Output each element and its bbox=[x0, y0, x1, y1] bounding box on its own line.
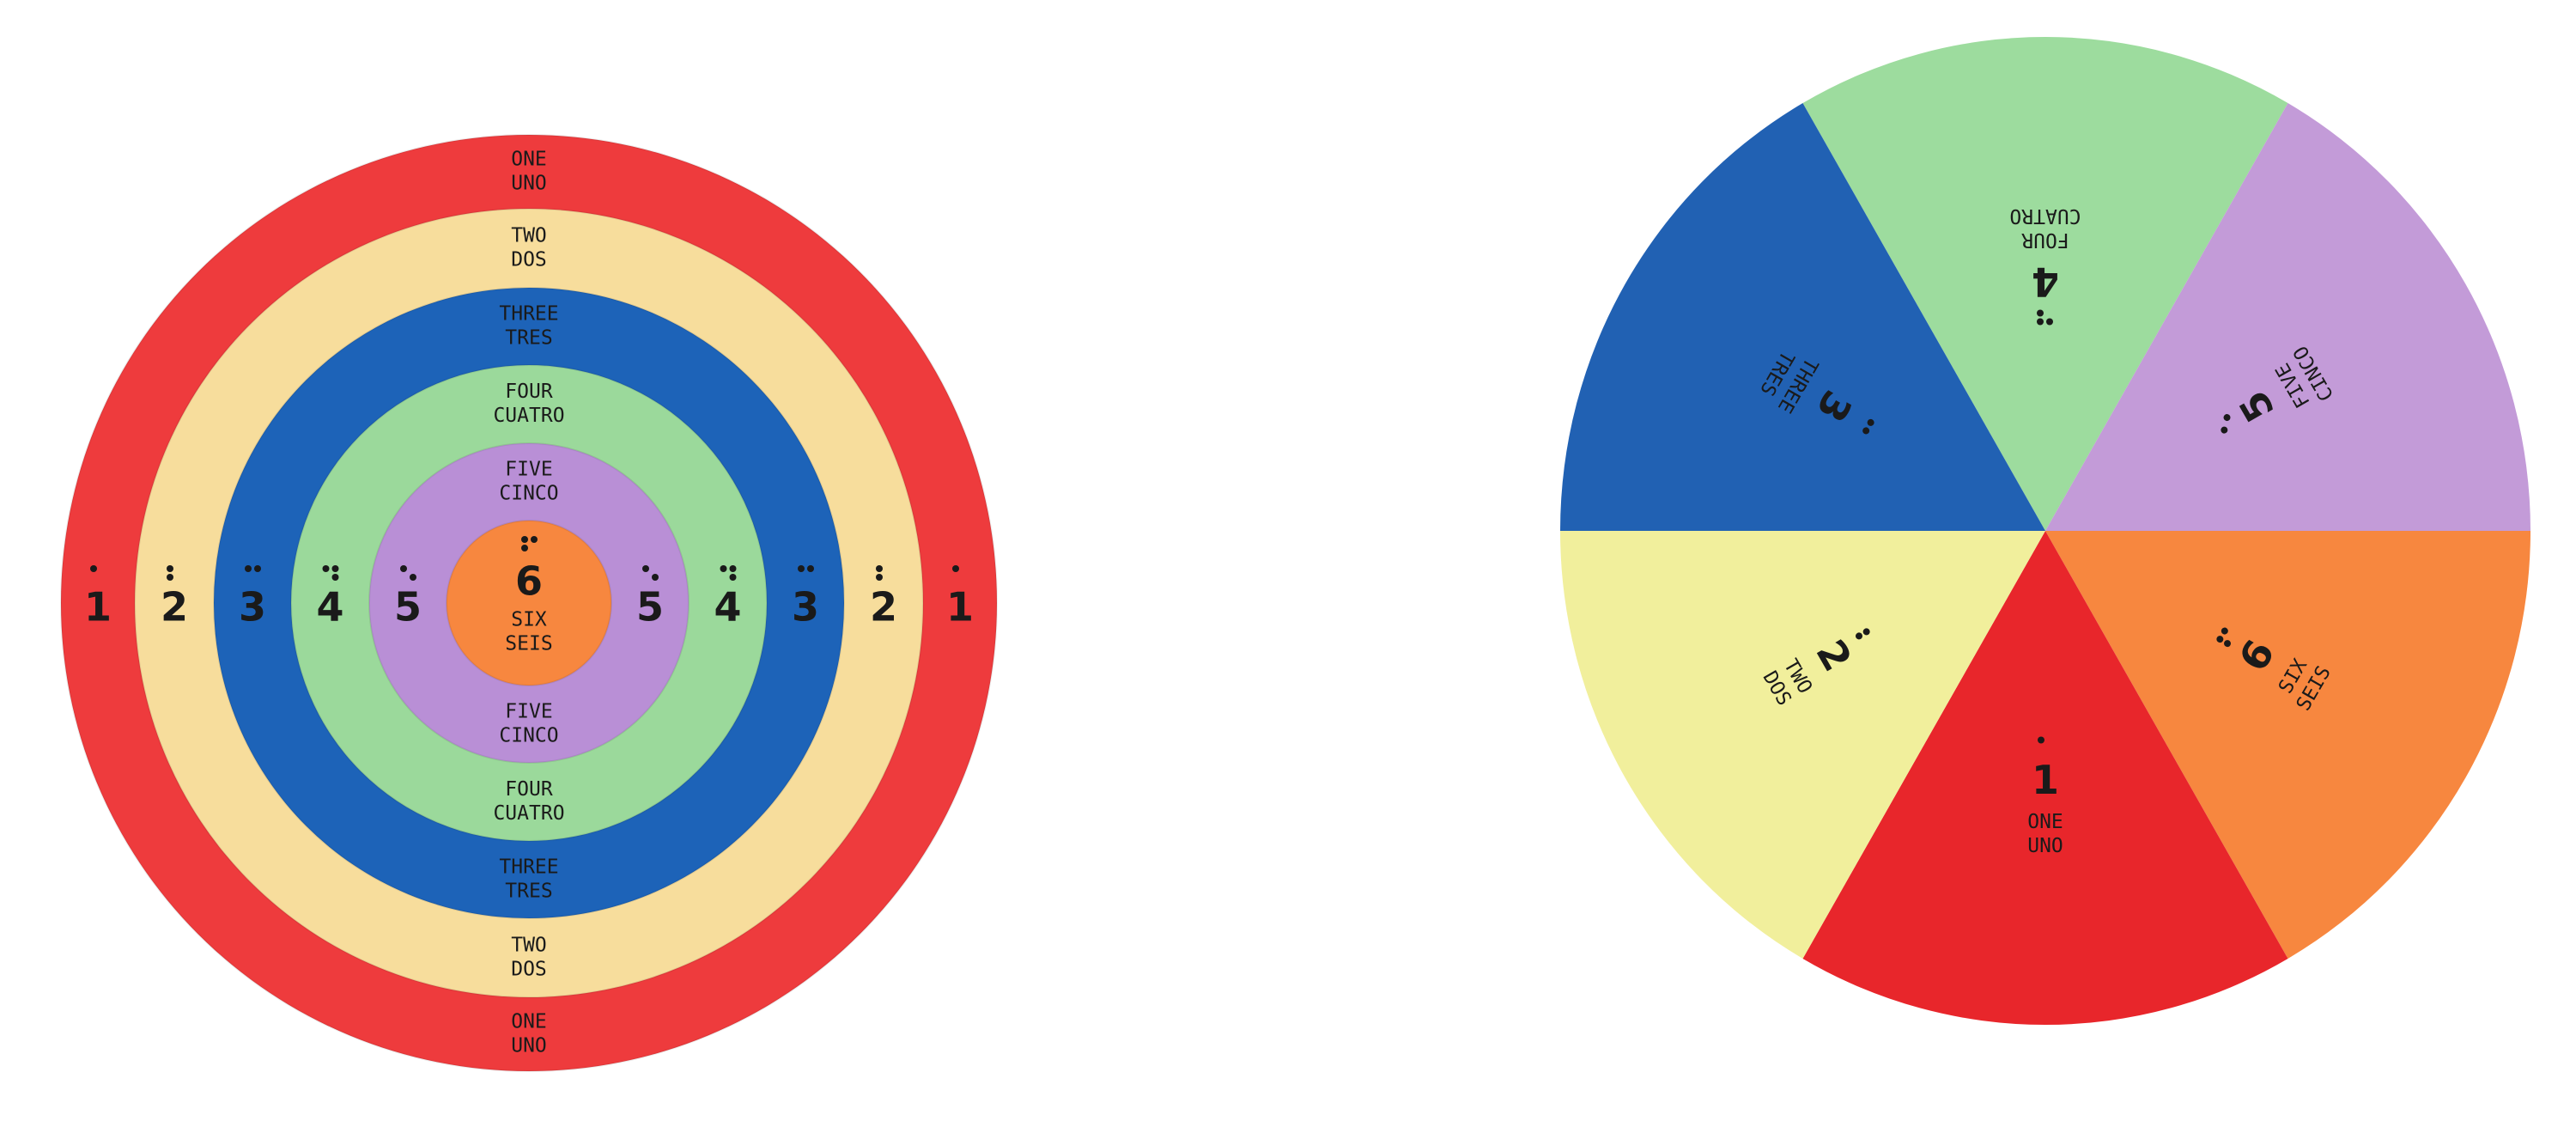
ring-label-en: TWO bbox=[511, 225, 547, 247]
ring-number: 4 bbox=[316, 584, 343, 631]
ring-label-es: CUATRO bbox=[493, 405, 564, 427]
sector bbox=[1560, 103, 2045, 531]
braille-dot bbox=[254, 565, 261, 572]
ring-number: 3 bbox=[239, 584, 266, 631]
sector-label-en: FOUR bbox=[2021, 228, 2069, 251]
ring-number: 2 bbox=[870, 584, 897, 631]
ring-number: 4 bbox=[714, 584, 741, 631]
braille-dot bbox=[2221, 426, 2228, 434]
braille-dot bbox=[876, 574, 883, 581]
braille-dot bbox=[521, 545, 528, 551]
ring-label-en: FOUR bbox=[505, 778, 553, 801]
ring-number: 2 bbox=[161, 584, 188, 631]
ring-label-en: ONE bbox=[511, 1011, 547, 1033]
sector-label-en: ONE bbox=[2027, 811, 2063, 833]
ring-label-en: FIVE bbox=[505, 459, 552, 481]
braille-dot bbox=[798, 565, 805, 572]
ring-number: 5 bbox=[636, 584, 664, 631]
ring-label-es: TRES bbox=[505, 880, 552, 903]
sector bbox=[2045, 531, 2530, 959]
braille-dot bbox=[1862, 427, 1870, 435]
braille-dot bbox=[2223, 414, 2231, 422]
ring-label-es: CINCO bbox=[499, 725, 558, 747]
braille-dot bbox=[331, 574, 339, 581]
ring-label-es: TRES bbox=[505, 327, 552, 350]
sector-label-es: CUATRO bbox=[2009, 204, 2081, 227]
braille-dot bbox=[876, 565, 883, 572]
ring-label-es: SEIS bbox=[505, 633, 552, 655]
braille-dot bbox=[167, 574, 173, 581]
ring-label-es: CUATRO bbox=[493, 802, 564, 825]
ring-number: 3 bbox=[792, 584, 819, 631]
ring bbox=[446, 520, 612, 686]
braille-dot bbox=[1855, 632, 1862, 640]
braille-dot bbox=[720, 565, 727, 572]
ring-label-es: UNO bbox=[511, 1035, 547, 1057]
braille-dot bbox=[642, 565, 649, 572]
braille-dot bbox=[2224, 640, 2232, 648]
sector bbox=[1560, 531, 2045, 959]
ring-label-es: UNO bbox=[511, 173, 547, 195]
braille-dot bbox=[90, 565, 97, 572]
braille-dot bbox=[729, 574, 737, 581]
ring-number: 1 bbox=[84, 584, 112, 631]
sector-label-es: UNO bbox=[2027, 835, 2063, 857]
ring-label-en: ONE bbox=[511, 149, 547, 171]
ring-label-en: FIVE bbox=[505, 701, 552, 723]
ring-number: 6 bbox=[515, 558, 543, 605]
braille-dot bbox=[729, 565, 737, 572]
ring-label-es: DOS bbox=[511, 249, 547, 271]
ring-number: 1 bbox=[946, 584, 974, 631]
ring-label-en: TWO bbox=[511, 935, 547, 957]
ring-label-en: THREE bbox=[499, 303, 558, 326]
braille-dot bbox=[1862, 628, 1870, 636]
sector bbox=[2045, 103, 2530, 531]
sector bbox=[1802, 37, 2288, 532]
sector-number: 1 bbox=[2032, 757, 2059, 803]
ring-label-es: CINCO bbox=[499, 483, 558, 505]
braille-dot bbox=[2046, 318, 2053, 326]
braille-dot bbox=[2221, 627, 2228, 635]
braille-dot bbox=[2037, 309, 2044, 317]
braille-dot bbox=[1867, 418, 1874, 426]
sector-number: 4 bbox=[2032, 259, 2059, 305]
braille-dot bbox=[331, 565, 339, 572]
ring-number: 5 bbox=[394, 584, 422, 631]
ring-label-en: FOUR bbox=[505, 381, 553, 403]
braille-dot bbox=[245, 565, 252, 572]
braille-dot bbox=[2037, 318, 2044, 326]
braille-dot bbox=[2038, 736, 2044, 744]
braille-dot bbox=[322, 565, 330, 572]
braille-dot bbox=[652, 574, 659, 581]
braille-dot bbox=[807, 565, 814, 572]
sector bbox=[1802, 531, 2288, 1025]
ring-label-en: THREE bbox=[499, 856, 558, 879]
braille-dot bbox=[410, 574, 416, 581]
braille-dot bbox=[952, 565, 959, 572]
braille-dot bbox=[531, 536, 538, 543]
ring-label-en: SIX bbox=[511, 609, 547, 631]
braille-dot bbox=[400, 565, 407, 572]
braille-dot bbox=[167, 565, 173, 572]
ring-label-es: DOS bbox=[511, 959, 547, 981]
braille-dot bbox=[2216, 636, 2224, 643]
braille-dot bbox=[521, 536, 528, 543]
